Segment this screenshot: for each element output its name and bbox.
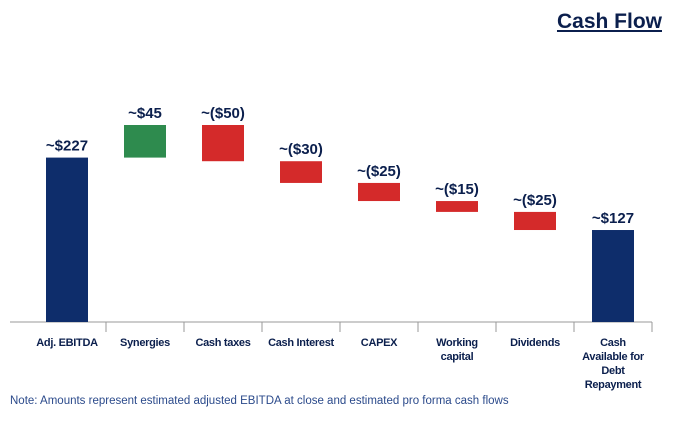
data-label: ~($25) xyxy=(513,192,557,209)
x-tick-label: Synergies xyxy=(120,337,170,349)
data-label: ~($30) xyxy=(279,141,323,158)
x-tick-label: Dividends xyxy=(510,337,560,349)
data-label: ~$127 xyxy=(592,210,634,227)
data-label: ~($50) xyxy=(201,105,245,122)
x-tick-label: CAPEX xyxy=(360,337,398,349)
bar xyxy=(436,201,478,212)
x-tick-label: Cash taxes xyxy=(195,337,251,349)
bar xyxy=(280,161,322,183)
data-label: ~$227 xyxy=(46,138,88,155)
x-tick-label: Cash Interest xyxy=(268,337,334,349)
note: Note: Amounts represent estimated adjust… xyxy=(10,395,509,407)
bar xyxy=(202,125,244,162)
data-label: ~$45 xyxy=(128,105,162,122)
x-tick-label: Adj. EBITDA xyxy=(36,337,98,349)
chart-title: Cash Flow xyxy=(556,10,662,33)
bar xyxy=(514,211,556,231)
bar xyxy=(46,157,88,322)
bar xyxy=(358,182,400,202)
data-label: ~($25) xyxy=(357,163,401,180)
bar xyxy=(592,230,634,322)
x-tick-label: Cash Available for Debt Repayment xyxy=(582,337,644,391)
bar xyxy=(124,125,166,158)
x-tick-label: Working capital xyxy=(436,337,478,363)
data-label: ~($15) xyxy=(435,181,479,198)
